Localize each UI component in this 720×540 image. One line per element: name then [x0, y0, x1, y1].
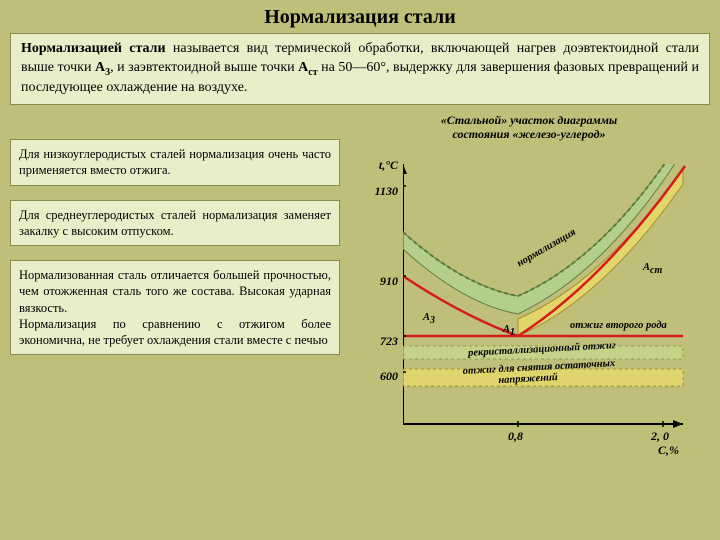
note-box-3: Нормализованная сталь отличается большей… [10, 260, 340, 355]
note-box-2: Для среднеуглеродистых сталей нормализац… [10, 200, 340, 247]
chart-title-l1: «Стальной» участок диаграммы [441, 113, 618, 127]
y-tick-910: 910 [380, 274, 398, 289]
chart-title: «Стальной» участок диаграммы состояния «… [348, 113, 710, 142]
x-tick-08: 0,8 [508, 429, 523, 444]
chart-title-l2: состояния «железо-углерод» [452, 127, 605, 141]
acm-letter: А [643, 262, 650, 273]
acm-subscript: ст [650, 265, 662, 276]
a3-symbol: А [95, 60, 105, 75]
x-axis-label: С,% [658, 443, 679, 458]
note-box-1: Для низкоуглеродистых сталей нормализаци… [10, 139, 340, 186]
chart-wrap: t,°C 1130 910 723 600 [348, 144, 710, 464]
phase-diagram [403, 164, 693, 444]
y-tick-1130: 1130 [375, 184, 398, 199]
a3-letter: А [423, 312, 430, 323]
page-title: Нормализация стали [10, 6, 710, 29]
notes-column: Для низкоуглеродистых сталей нормализаци… [10, 113, 340, 464]
definition-text-2: , и заэвтектоидной выше точки [110, 60, 298, 75]
y-unit-label: t,°C [379, 158, 398, 173]
x-tick-20: 2, 0 [651, 429, 669, 444]
ann-a3: А3 [423, 312, 435, 326]
a1-subscript: 1 [510, 327, 515, 338]
chart-column: «Стальной» участок диаграммы состояния «… [348, 113, 710, 464]
definition-lead: Нормализацией стали [21, 41, 166, 56]
ann-a1: А1 [503, 324, 515, 338]
acm-sub: ст [308, 67, 317, 78]
y-tick-600: 600 [380, 369, 398, 384]
ann-anneal2: отжиг второго рода [570, 320, 667, 331]
a1-letter: А [503, 324, 510, 335]
definition-box: Нормализацией стали называется вид терми… [10, 33, 710, 105]
acm-symbol: А [298, 60, 308, 75]
a3-subscript: 3 [430, 315, 435, 326]
ann-acm: Аст [643, 262, 662, 276]
y-tick-723: 723 [380, 334, 398, 349]
